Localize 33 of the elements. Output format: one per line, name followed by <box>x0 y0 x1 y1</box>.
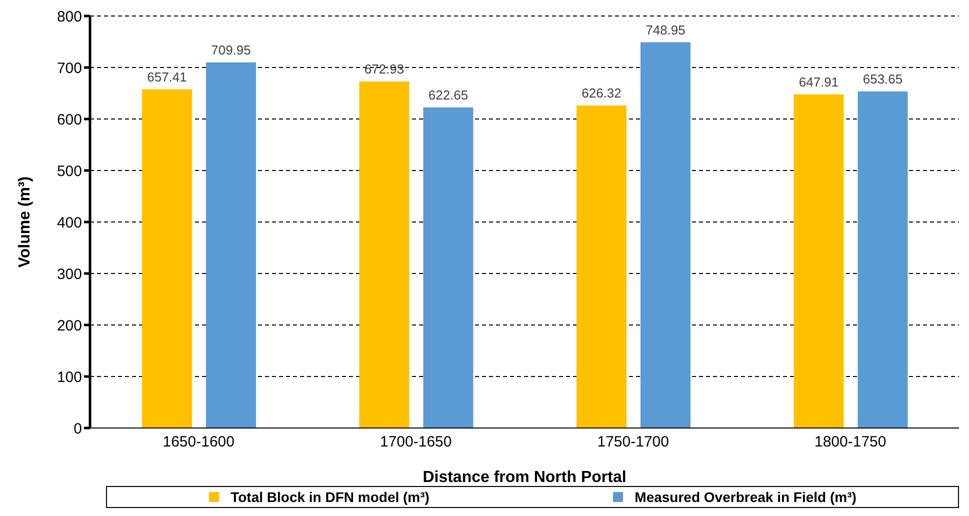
data-label: 672.93 <box>364 61 404 76</box>
x-tick-label: 1650-1600 <box>162 434 234 451</box>
data-label: 653.65 <box>862 71 903 86</box>
bar <box>142 89 192 428</box>
y-tick-label: 100 <box>56 368 82 386</box>
data-label: 709.95 <box>211 42 251 58</box>
data-label: 657.41 <box>147 69 187 84</box>
legend-label: Total Block in DFN model (m³) <box>230 489 430 505</box>
y-tick-label: 600 <box>56 111 82 128</box>
bar <box>206 62 256 428</box>
y-tick-label: 800 <box>56 8 82 26</box>
data-label: 622.65 <box>428 87 468 102</box>
bar <box>794 94 844 428</box>
y-tick-label: 200 <box>56 317 82 334</box>
y-tick-label: 300 <box>56 266 82 283</box>
y-tick-label: 400 <box>56 214 82 232</box>
y-tick-label: 0 <box>74 420 82 438</box>
x-tick-label: 1800-1750 <box>814 434 886 451</box>
bar <box>423 107 474 428</box>
bar <box>858 91 908 428</box>
data-label: 626.32 <box>582 85 622 100</box>
bar <box>359 81 410 428</box>
x-axis-title: Distance from North Portal <box>422 469 626 486</box>
y-axis-title: Volume (m³) <box>16 176 34 268</box>
data-label: 748.95 <box>646 22 686 38</box>
x-tick-label: 1700-1650 <box>380 434 452 451</box>
y-tick-label: 500 <box>56 162 82 180</box>
x-tick-label: 1750-1700 <box>597 434 669 451</box>
y-tick-label: 700 <box>56 60 82 77</box>
legend-label: Measured Overbreak in Field (m³) <box>634 489 856 505</box>
bar <box>576 105 626 428</box>
data-label: 647.91 <box>798 74 839 90</box>
bar <box>640 42 690 428</box>
